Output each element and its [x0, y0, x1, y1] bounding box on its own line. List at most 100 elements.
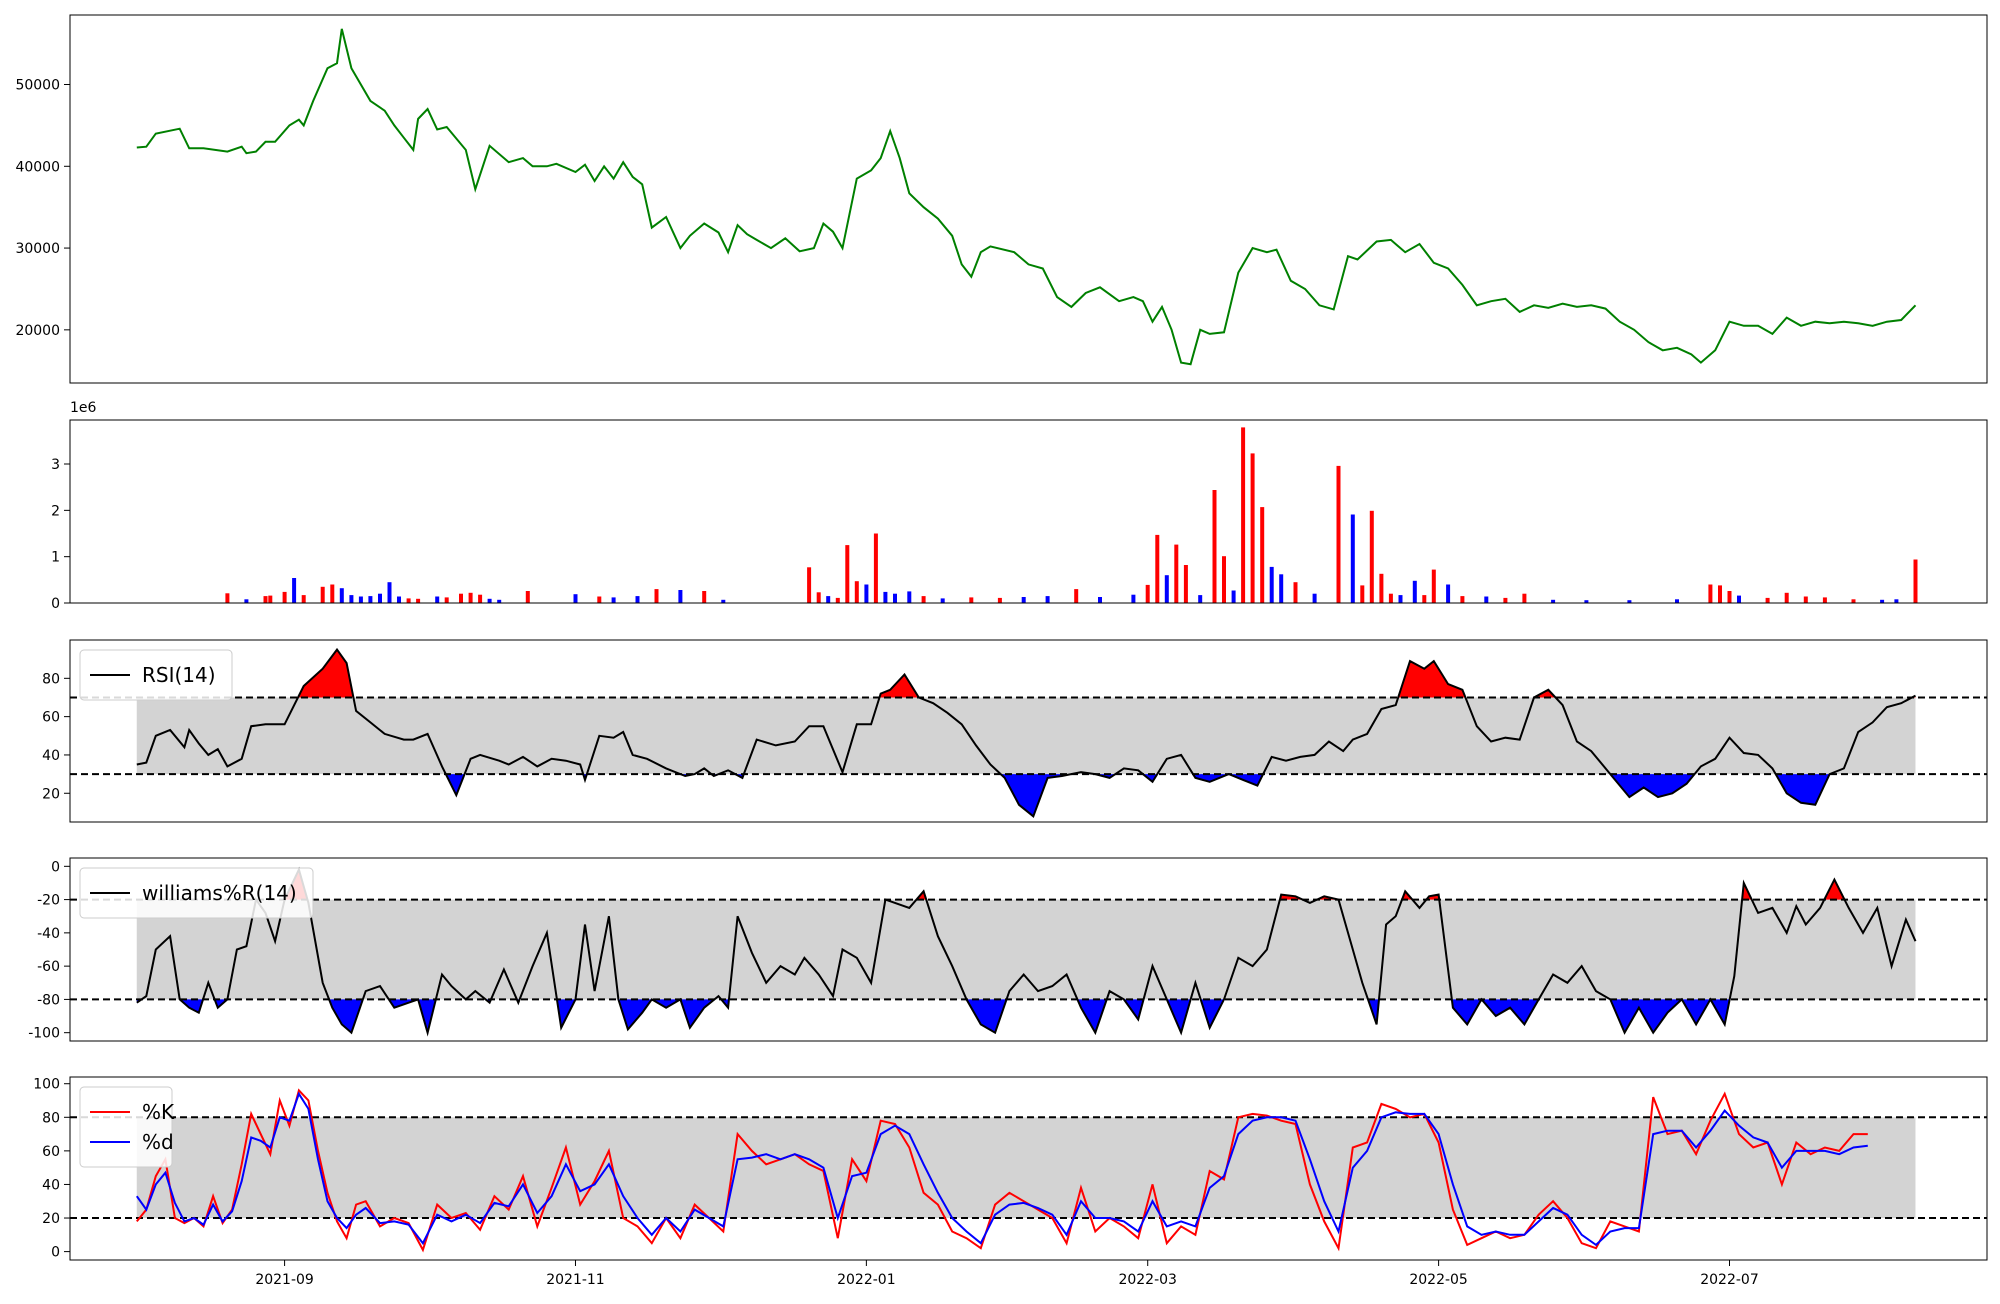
volume-bar: [525, 591, 530, 603]
williams-oversold-fill: [618, 999, 652, 1030]
price-ytick-label: 20000: [15, 323, 60, 339]
williams-ytick-label: 0: [51, 859, 60, 875]
volume-bar: [282, 591, 287, 603]
rsi-oversold-fill: [1000, 774, 1072, 817]
xtick-label: 2022-01: [837, 1272, 896, 1288]
price-panel: 20000 30000 40000 50000: [15, 14, 1988, 384]
volume-bar: [969, 597, 974, 603]
volume-bar: [1784, 592, 1789, 603]
volume-bar: [1708, 584, 1713, 603]
stochastic-ytick-label: 60: [42, 1144, 60, 1160]
volume-bar: [292, 578, 297, 603]
volume-bar: [1174, 544, 1179, 603]
volume-bar: [1231, 590, 1236, 603]
rsi-legend-label: RSI(14): [142, 663, 216, 687]
volume-bar: [1880, 599, 1885, 603]
stochastic-d-line: [135, 1091, 1868, 1247]
xtick-label: 2021-11: [546, 1272, 605, 1288]
volume-axes-frame: [69, 419, 1988, 604]
volume-bar: [1803, 596, 1808, 603]
stochastic-axes-frame: [69, 1076, 1988, 1261]
williams-ytick-label: -20: [37, 893, 60, 909]
xtick-label: 2022-03: [1118, 1272, 1177, 1288]
volume-bar: [320, 586, 325, 603]
volume-bar: [378, 593, 382, 603]
stochastic-ytick-label: 0: [51, 1245, 60, 1261]
williams-ytick-label: -80: [37, 992, 60, 1008]
volume-bar: [358, 596, 363, 603]
volume-bar: [845, 545, 850, 603]
volume-bar: [997, 597, 1002, 603]
volume-bar: [1241, 427, 1246, 603]
volume-ytick-label: 1: [51, 550, 60, 566]
volume-bar: [1894, 599, 1899, 603]
volume-bar: [1765, 597, 1770, 603]
volume-bar: [573, 594, 578, 603]
williams-panel: -100 -80 -60 -40 -20 0 williams%R(14): [28, 857, 1988, 1042]
volume-bar: [1522, 593, 1527, 603]
volume-bar: [907, 591, 912, 603]
volume-bar: [1627, 600, 1632, 603]
williams-oversold-fill: [1451, 999, 1482, 1025]
williams-oversold-fill: [1481, 999, 1539, 1025]
rsi-oversold-fill: [1775, 774, 1830, 805]
williams-oversold-fill: [651, 999, 681, 1008]
volume-bar: [826, 596, 831, 603]
williams-overbought-fill: [1824, 879, 1845, 900]
volume-bar: [387, 582, 392, 603]
volume-bar: [883, 591, 888, 603]
xtick-label: 2022-07: [1700, 1272, 1759, 1288]
volume-bar: [702, 591, 707, 603]
williams-oversold-fill: [1200, 999, 1224, 1028]
volume-bar: [1551, 599, 1556, 603]
williams-oversold-fill: [418, 999, 436, 1033]
rsi-legend-box: [79, 649, 233, 701]
volume-bar: [225, 593, 230, 603]
volume-bar: [487, 598, 492, 603]
stochastic-panel: 0 20 40 60 80 100 %K %d 2021-09 2021-11 2022-01 202…: [33, 1076, 1988, 1288]
volume-bar: [1727, 591, 1732, 603]
volume-bar: [864, 584, 869, 603]
volume-bar: [1312, 593, 1317, 603]
volume-bar: [1675, 599, 1679, 603]
volume-ytick-label: 0: [51, 596, 60, 612]
williams-oversold-fill: [179, 999, 203, 1013]
volume-bar: [940, 598, 945, 603]
rsi-ytick-label: 80: [42, 671, 60, 687]
volume-bar: [1212, 490, 1217, 603]
volume-ytick-label: 2: [51, 503, 60, 519]
volume-panel: 0 1 2 3 1e6: [51, 400, 1988, 612]
rsi-overbought-fill: [1398, 661, 1466, 698]
volume-bar: [1422, 595, 1427, 603]
volume-bar: [497, 599, 502, 603]
price-ytick-label: 50000: [15, 78, 60, 94]
volume-bar: [1269, 566, 1274, 603]
volume-bar: [1913, 559, 1918, 603]
volume-bar: [244, 599, 249, 603]
volume-bar: [893, 593, 897, 603]
volume-bar: [435, 596, 440, 603]
rsi-oversold-fill: [1193, 774, 1229, 782]
rsi-overbought-fill: [297, 649, 354, 698]
volume-bar: [654, 589, 659, 603]
rsi-oversold-fill: [445, 774, 465, 796]
volume-bar: [807, 567, 812, 603]
volume-bar: [349, 595, 354, 603]
xtick-label: 2021-09: [255, 1272, 314, 1288]
volume-bar: [1145, 584, 1150, 603]
volume-bar: [268, 595, 273, 603]
volume-bar: [611, 597, 616, 603]
rsi-axes-frame: [69, 639, 1988, 823]
volume-bar: [1388, 593, 1393, 603]
williams-oversold-fill: [1077, 999, 1107, 1033]
stochastic-k-line: [136, 1088, 1868, 1253]
volume-bar: [678, 590, 683, 603]
volume-bar: [301, 595, 306, 603]
rsi-line: [136, 647, 1916, 818]
williams-legend-box: [79, 867, 314, 919]
volume-bar: [816, 592, 821, 603]
volume-bar: [1098, 597, 1102, 603]
rsi-ytick-label: 60: [42, 710, 60, 726]
volume-bar: [1369, 510, 1374, 603]
williams-ytick-label: -100: [28, 1026, 60, 1042]
